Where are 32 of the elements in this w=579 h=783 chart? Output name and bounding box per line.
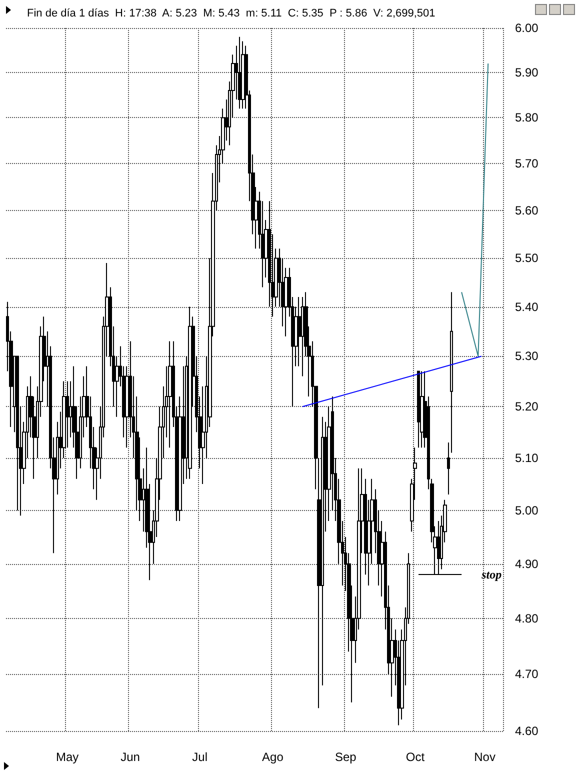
candlestick: [301, 296, 304, 377]
candlestick: [168, 340, 172, 448]
y-tick-label: 5.20: [515, 400, 539, 414]
y-tick-label: 5.60: [515, 204, 539, 218]
x-tick-label: Ago: [262, 750, 284, 764]
y-tick-label: 4.80: [515, 611, 539, 626]
y-tick-label: 6.00: [515, 21, 539, 35]
y-tick-label: 4.70: [515, 667, 539, 682]
y-tick-label: 5.90: [515, 65, 539, 80]
chart-title: Fin de día 1 días H: 17:38 A: 5.23 M: 5.43 m: 5.11 C: 5.35 P : 5.86 V: 2,699,501: [27, 8, 436, 20]
x-tick-label: Jun: [120, 750, 140, 764]
x-tick-label: Jul: [192, 750, 208, 764]
x-tick-label: Sep: [334, 750, 357, 764]
candlestick: [238, 36, 241, 110]
y-tick-label: 5.10: [515, 450, 539, 465]
x-tick-label: Nov: [474, 750, 496, 764]
y-tick-label: 5.80: [515, 110, 539, 125]
candlestick: [420, 370, 424, 448]
x-tick-label: Oct: [406, 750, 426, 764]
candlestick: [188, 306, 192, 480]
candlestick: [447, 442, 450, 496]
ref-line-label: stop: [480, 568, 502, 582]
candlestick: [417, 370, 420, 448]
y-tick-label: 5.00: [515, 503, 539, 518]
y-tick-label: 5.30: [515, 349, 539, 364]
y-tick-label: 4.60: [515, 724, 539, 738]
candlestick: [450, 292, 453, 454]
y-tick-label: 5.50: [515, 251, 539, 266]
y-tick-label: 4.90: [515, 556, 539, 571]
y-tick-label: 5.70: [515, 156, 539, 171]
x-tick-label: May: [56, 750, 79, 764]
y-tick-label: 5.40: [515, 300, 539, 314]
